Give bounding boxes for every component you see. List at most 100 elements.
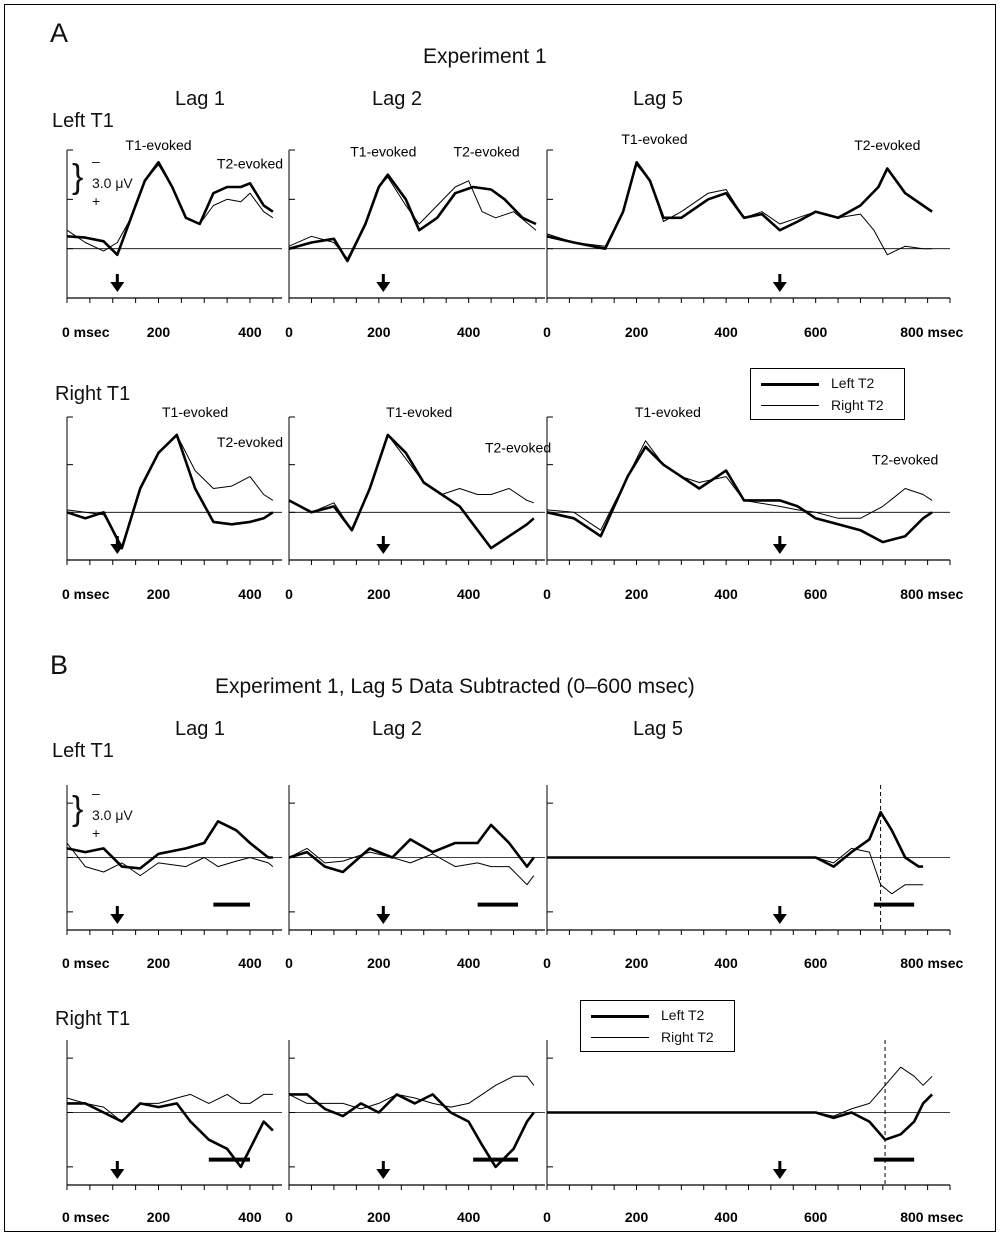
panel-a-right-t1-lag5-plot: 0 200 400 600 800 msec T1-evoked T2-evoked [543, 404, 963, 602]
series-line-left-t2 [67, 1102, 274, 1169]
scale-positive-b: + [92, 825, 101, 841]
t2-onset-arrow-head [376, 544, 391, 554]
legend-panel-a: Left T2 Right T2 [750, 368, 905, 420]
evoked-annotation: T1-evoked [386, 404, 452, 420]
scale-value-b: 3.0 μV [92, 807, 133, 823]
panel-b-right-t1-lag1-plot: 0 msec 200 400 [62, 1040, 282, 1225]
panel-a-lag2-label: Lag 2 [372, 88, 423, 110]
evoked-annotation: T1-evoked [125, 137, 191, 153]
series-line-right-t2 [547, 847, 924, 895]
legend-item-right-t2: Right T2 [591, 1029, 781, 1047]
x-tick-label: 0 [543, 1209, 551, 1225]
x-tick-label: 800 msec [900, 324, 963, 340]
evoked-annotation: T1-evoked [621, 131, 687, 147]
x-tick-label: 200 [625, 1209, 649, 1225]
t2-onset-arrow-head [376, 914, 391, 924]
x-tick-label: 600 [804, 324, 828, 340]
panel-a-title: Experiment 1 [423, 45, 547, 68]
series-line-right-t2 [547, 1066, 933, 1117]
x-tick-label: 400 [238, 1209, 262, 1225]
series-line-left-t2 [547, 810, 924, 868]
series-line-left-t2 [288, 173, 537, 263]
panel-b-left-t1-lag1-plot: 0 msec 200 400 [62, 785, 282, 971]
series-line-left-t2 [288, 823, 535, 874]
panel-a-letter: A [50, 18, 69, 48]
series-line-left-t2 [66, 161, 274, 257]
x-tick-label: 400 [457, 586, 481, 602]
series-line-right-t2 [288, 1075, 535, 1110]
x-tick-label: 0 [543, 586, 551, 602]
t2-onset-arrow-head [772, 282, 787, 292]
series-line-left-t2 [66, 433, 274, 550]
scale-negative-b: – [92, 785, 100, 801]
x-tick-label: 200 [367, 324, 391, 340]
x-tick-label: 600 [804, 586, 828, 602]
x-tick-label: 0 [543, 955, 551, 971]
panel-b-title: Experiment 1, Lag 5 Data Subtracted (0–6… [215, 675, 695, 698]
x-tick-label: 0 msec [62, 324, 110, 340]
x-tick-label: 200 [625, 324, 649, 340]
series-line-left-t2 [289, 1093, 535, 1169]
scale-positive-a: + [92, 193, 101, 209]
series-line-right-t2 [66, 842, 274, 877]
x-tick-label: 200 [147, 586, 171, 602]
evoked-annotation: T2-evoked [485, 440, 551, 456]
panel-b-lag2-label: Lag 2 [372, 718, 423, 740]
panel-b-right-t1-lag2-plot: 0 200 400 [285, 1040, 545, 1225]
series-line-left-t2 [546, 161, 933, 250]
t2-onset-arrow-head [376, 282, 391, 292]
legend-item-left-t2: Left T2 [591, 1007, 781, 1025]
panel-a-left-t1-lag5-plot: 0 200 400 600 800 msec T1-evoked T2-evoked [543, 131, 963, 340]
panel-b-left-t1-lag2-plot: 0 200 400 [285, 785, 545, 971]
x-tick-label: 400 [714, 1209, 738, 1225]
panel-a-right-t1-label: Right T1 [55, 383, 131, 405]
panel-b-lag5-label: Lag 5 [633, 718, 684, 740]
legend-item-left-t2: Left T2 [761, 375, 951, 393]
series-line-right-t2 [66, 164, 274, 252]
t2-onset-arrow-head [772, 1169, 787, 1179]
evoked-annotation: T2-evoked [854, 137, 920, 153]
panel-a-right-t1-lag2-plot: 0 200 400 T1-evoked T2-evoked [285, 404, 551, 602]
evoked-annotation: T2-evoked [217, 156, 283, 172]
series-line-left-t2 [547, 1093, 934, 1141]
x-tick-label: 0 msec [62, 1209, 110, 1225]
x-tick-label: 800 msec [900, 586, 963, 602]
panel-b-right-t1-label: Right T1 [55, 1008, 131, 1030]
x-tick-label: 400 [457, 324, 481, 340]
series-line-right-t2 [288, 847, 535, 886]
scale-value-a: 3.0 μV [92, 175, 133, 191]
x-tick-label: 400 [238, 586, 262, 602]
x-tick-label: 0 [543, 324, 551, 340]
x-tick-label: 200 [625, 586, 649, 602]
x-tick-label: 0 [285, 955, 293, 971]
t2-onset-arrow-head [772, 544, 787, 554]
panel-a-lag1-label: Lag 1 [175, 88, 226, 110]
series-line-right-t2 [288, 434, 534, 531]
x-tick-label: 400 [238, 324, 262, 340]
x-tick-label: 400 [714, 324, 738, 340]
panel-a-left-t1-lag1-plot: 0 msec 200 400 T1-evoked T2-evoked [62, 137, 283, 340]
scale-negative-a: – [92, 153, 100, 169]
panel-b-right-t1-lag5-plot: 0 200 400 600 800 msec [543, 1040, 963, 1225]
panel-a-right-t1-lag1-plot: 0 msec 200 400 T1-evoked T2-evoked [62, 404, 283, 602]
evoked-annotation: T2-evoked [217, 434, 283, 450]
x-tick-label: 200 [147, 324, 171, 340]
series-line-right-t2 [66, 434, 274, 547]
x-tick-label: 0 [285, 586, 293, 602]
x-tick-label: 0 msec [62, 586, 110, 602]
panel-a-left-t1-label: Left T1 [52, 110, 114, 132]
x-tick-label: 400 [714, 955, 738, 971]
panel-b-left-t1-lag5-plot: 0 200 400 600 800 msec [543, 785, 963, 971]
evoked-annotation: T1-evoked [635, 404, 701, 420]
figure-border [4, 4, 996, 1232]
evoked-annotation: T2-evoked [454, 143, 520, 159]
x-tick-label: 200 [147, 955, 171, 971]
panel-b-left-t1-label: Left T1 [52, 740, 114, 762]
legend-swatch-thick [591, 1015, 649, 1018]
x-tick-label: 800 msec [900, 1209, 963, 1225]
x-tick-label: 400 [714, 586, 738, 602]
x-tick-label: 0 [285, 1209, 293, 1225]
legend-swatch-thin [591, 1037, 649, 1038]
series-line-right-t2 [288, 176, 537, 259]
